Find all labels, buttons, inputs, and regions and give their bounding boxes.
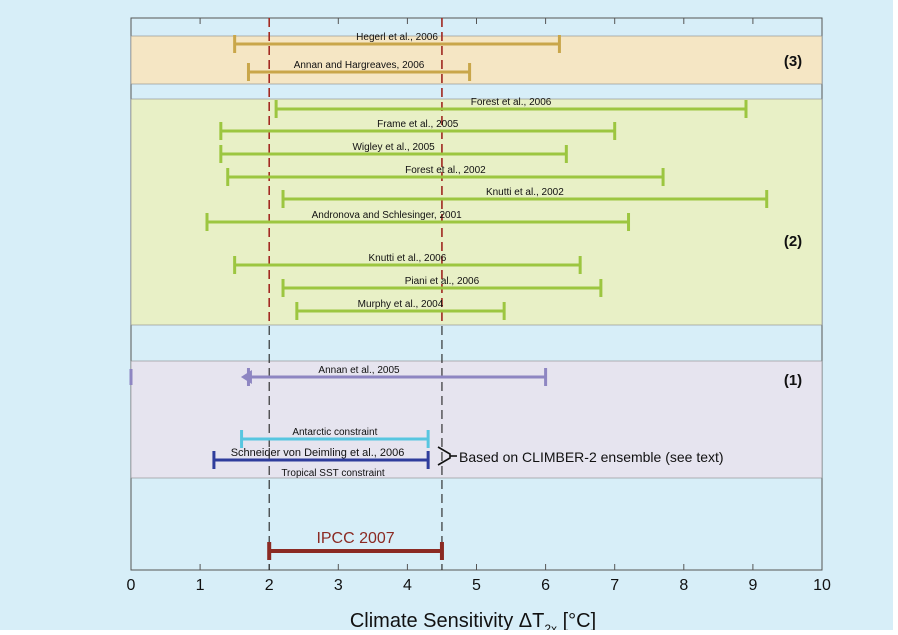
range-bars: Hegerl et al., 2006 Annan and Hargreaves,… — [129, 32, 769, 560]
range-label: Forest et al., 2006 — [471, 97, 552, 108]
range-label: IPCC 2007 — [316, 530, 394, 547]
range-label: Knutti et al., 2002 — [486, 187, 564, 198]
range-label: Piani et al., 2006 — [405, 276, 480, 287]
x-axis-label-unit: [°C] — [557, 610, 596, 630]
annan-arrowhead — [240, 370, 252, 384]
group-label-1: (1) — [784, 372, 802, 389]
x-tick-label: 5 — [472, 577, 481, 594]
x-axis-label: Climate Sensitivity ΔT2x [°C] — [350, 610, 596, 630]
tropical-sst-label: Tropical SST constraint — [281, 468, 385, 479]
range-label: Andronova and Schlesinger, 2001 — [312, 210, 463, 221]
range-label: Annan and Hargreaves, 2006 — [294, 60, 425, 71]
x-tick-label: 1 — [196, 577, 205, 594]
x-tick-label: 0 — [127, 577, 136, 594]
x-tick-label: 7 — [610, 577, 619, 594]
x-tick-label: 6 — [541, 577, 550, 594]
range-label: Knutti et al., 2006 — [368, 253, 446, 264]
range-label: Wigley et al., 2005 — [352, 142, 435, 153]
x-tick-label: 3 — [334, 577, 343, 594]
x-axis-label-sub: 2x — [544, 622, 557, 630]
x-tick-label: 9 — [748, 577, 757, 594]
group-label-2: (2) — [784, 233, 802, 250]
x-tick-label: 2 — [265, 577, 274, 594]
range-label: Forest et al., 2002 — [405, 165, 486, 176]
x-tick-label: 4 — [403, 577, 412, 594]
range-label: Murphy et al., 2004 — [358, 299, 444, 310]
climber-bracket-label: Based on CLIMBER-2 ensemble (see text) — [459, 449, 724, 465]
group-band-2 — [130, 98, 823, 326]
x-tick-labels: 0 1 2 3 4 5 6 7 8 9 10 — [127, 577, 831, 594]
range-label: Frame et al., 2005 — [377, 119, 459, 130]
range-label: Annan et al., 2005 — [318, 365, 400, 376]
group-label-3: (3) — [784, 53, 802, 70]
range-label: Schneider von Deimling et al., 2006 — [231, 447, 405, 459]
x-axis-label-main: Climate Sensitivity ΔT — [350, 610, 545, 630]
range-label: Antarctic constraint — [292, 427, 377, 438]
x-tick-label: 8 — [679, 577, 688, 594]
x-tick-label: 10 — [813, 577, 831, 594]
range-label: Hegerl et al., 2006 — [356, 32, 438, 43]
